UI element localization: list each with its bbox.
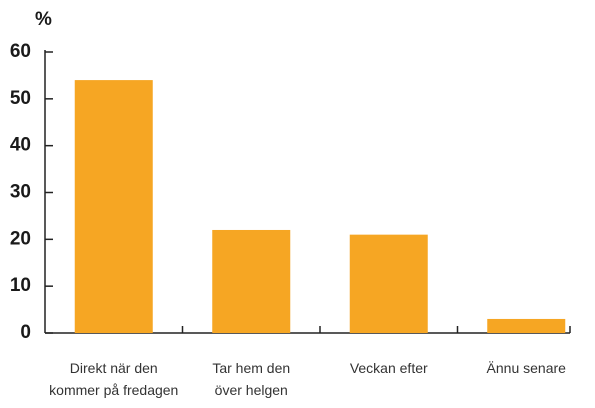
bar <box>212 229 291 333</box>
x-tick-label: Direkt när den kommer på fredagen <box>49 360 179 398</box>
y-tick-label: 60 <box>10 41 31 62</box>
x-tick-label: Ännu senare <box>486 360 566 376</box>
y-tick-label: 10 <box>10 275 31 296</box>
y-tick-label: 50 <box>10 88 31 109</box>
bar <box>74 80 153 333</box>
y-tick-label: 20 <box>10 228 31 249</box>
y-tick-label: 30 <box>10 182 31 203</box>
x-tick-label: Veckan efter <box>349 360 428 376</box>
x-tick-label: Tar hem den över helgen <box>212 360 291 398</box>
y-tick-label: 0 <box>20 322 31 343</box>
y-axis-label: % <box>35 9 52 30</box>
y-tick-label: 40 <box>10 135 31 156</box>
bar <box>349 234 428 333</box>
bar <box>487 318 566 333</box>
